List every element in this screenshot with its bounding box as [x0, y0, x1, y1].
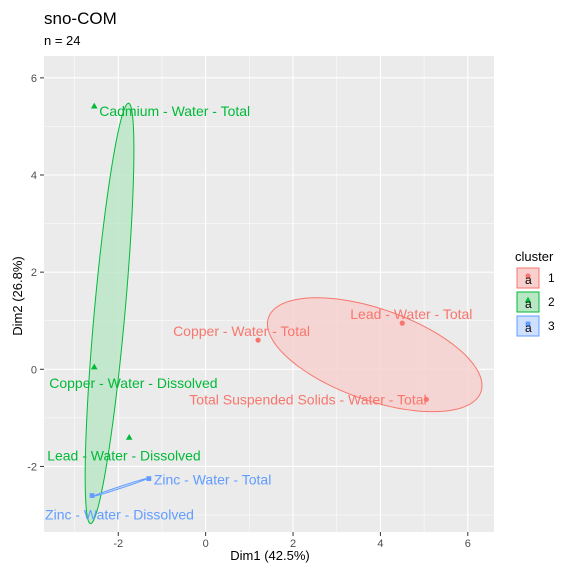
legend: cluster a 1 a 2 a 3: [515, 249, 555, 337]
y-tick-label: 2: [31, 267, 37, 279]
y-axis-ticks: -2 0 2 4 6: [27, 73, 44, 473]
point-label: Zinc - Water - Dissolved: [45, 507, 194, 523]
cluster-3-point: [89, 493, 95, 498]
legend-marker-3: [525, 321, 531, 327]
legend-key-letter: a: [525, 321, 532, 335]
point-label: Copper - Water - Dissolved: [49, 375, 217, 391]
y-tick-label: 6: [31, 73, 37, 85]
cluster-2-ellipse: [84, 102, 135, 525]
point-label: Cadmium - Water - Total: [99, 103, 250, 119]
cluster-2-point: [90, 363, 98, 370]
legend-key-letter: a: [525, 297, 532, 311]
point-label: Lead - Water - Total: [350, 306, 472, 322]
y-tick-label: 0: [31, 364, 37, 376]
point-label: Total Suspended Solids - Water - Total: [189, 391, 426, 407]
x-tick-label: 4: [377, 538, 383, 550]
legend-marker-1: [525, 273, 531, 279]
point-label: Zinc - Water - Total: [154, 472, 271, 488]
chart-subtitle: n = 24: [44, 33, 81, 48]
x-tick-label: -2: [113, 538, 123, 550]
x-axis-ticks: -2 0 2 4 6: [113, 532, 471, 550]
x-tick-label: 6: [465, 538, 471, 550]
y-tick-label: 4: [31, 170, 37, 182]
legend-label-1: 1: [548, 271, 555, 285]
cluster-2-point: [125, 433, 133, 440]
chart-title: sno-COM: [44, 9, 117, 28]
legend-label-2: 2: [548, 295, 555, 309]
legend-marker-2: [524, 296, 532, 303]
y-tick-label: -2: [27, 461, 37, 473]
legend-label-3: 3: [548, 319, 555, 333]
cluster-3-point: [146, 476, 152, 481]
cluster-ellipses: [84, 102, 483, 525]
cluster-1-point: [399, 320, 405, 326]
point-label: Lead - Water - Dissolved: [47, 447, 201, 463]
cluster-1-point: [423, 396, 429, 402]
cluster-1-ellipse: [266, 297, 483, 413]
x-axis-label: Dim1 (42.5%): [230, 548, 309, 563]
legend-title: cluster: [515, 249, 554, 264]
x-tick-label: 2: [290, 538, 296, 550]
x-tick-label: 0: [203, 538, 209, 550]
y-axis-label: Dim2 (26.8%): [10, 256, 25, 335]
data-points: [89, 102, 429, 498]
legend-key-letter: a: [525, 273, 532, 287]
point-label: Copper - Water - Total: [173, 323, 310, 339]
cluster-1-point: [255, 337, 261, 343]
cluster-2-point: [90, 102, 98, 109]
point-labels: Lead - Water - Total Copper - Water - Tot…: [45, 103, 472, 523]
